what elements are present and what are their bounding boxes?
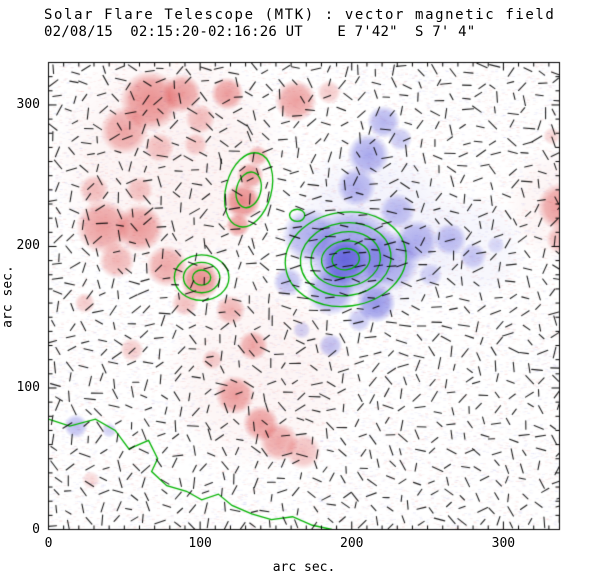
x-tick-label: 300 (491, 536, 516, 551)
x-tick-label: 200 (340, 536, 364, 551)
plot-subtitle: 02/08/15 02:15:20-02:16:26 UT E 7'42" S … (44, 24, 476, 40)
x-tick-label: 100 (188, 536, 212, 551)
y-tick-label: 200 (16, 238, 40, 254)
y-axis-label: arc sec. (0, 265, 16, 328)
x-axis-label: arc sec. (272, 560, 336, 575)
y-tick-label: 0 (32, 521, 40, 537)
y-tick-label: 100 (16, 379, 40, 395)
x-tick-label: 0 (44, 536, 53, 551)
plot-title: Solar Flare Telescope (MTK) : vector mag… (44, 7, 556, 23)
y-tick-label: 300 (16, 96, 40, 112)
